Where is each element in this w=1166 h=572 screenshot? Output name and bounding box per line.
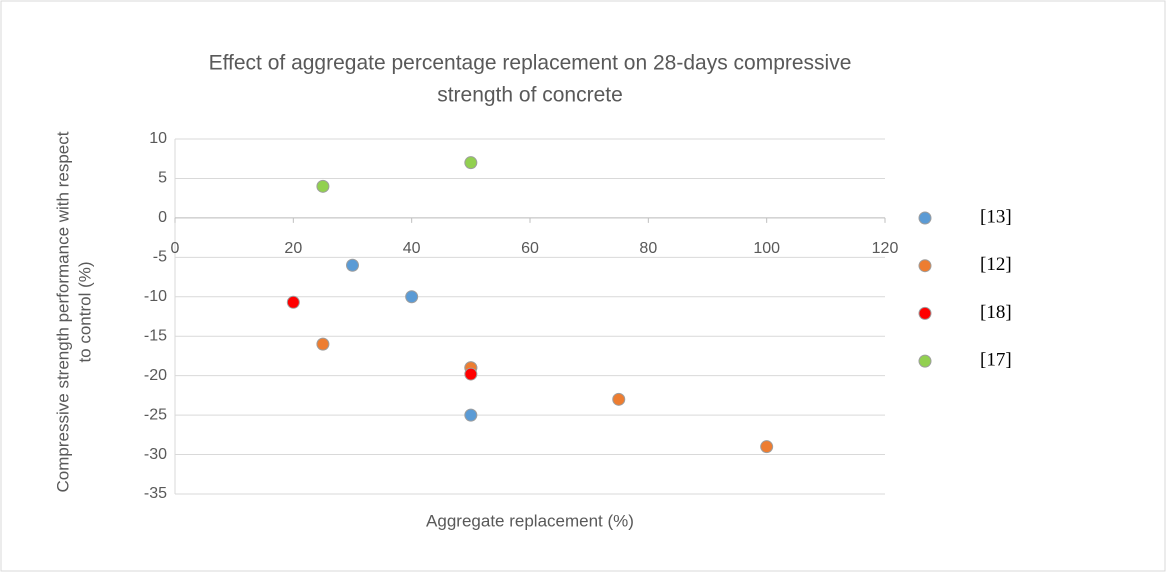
y-tick-label: -15 [144,327,167,344]
x-axis-title: Aggregate replacement (%) [426,511,634,530]
data-point [286,295,300,309]
data-point [464,156,478,170]
x-tick-label: 60 [521,240,539,257]
legend-marker [918,306,932,320]
legend-label: [13] [980,206,1012,227]
y-tick-label: -5 [153,249,167,266]
data-point [464,408,478,422]
x-tick-label: 120 [872,240,899,257]
data-point [760,440,774,454]
y-axis-title-line: Compressive strength performance with re… [53,131,72,492]
y-tick-label: -20 [144,367,167,384]
x-tick-label: 20 [284,240,302,257]
legend-label: [17] [980,349,1012,370]
data-point [612,392,626,406]
y-tick-label: 5 [158,170,167,187]
y-tick-label: -25 [144,406,167,423]
data-point [316,179,330,193]
y-tick-label: 10 [149,130,167,147]
legend-marker [918,259,932,273]
x-tick-label: 80 [639,240,657,257]
x-tick-label: 0 [171,240,180,257]
y-tick-label: -30 [144,446,167,463]
legend-label: [12] [980,254,1012,275]
data-point [464,367,478,381]
x-tick-label: 100 [753,240,780,257]
chart-title: strength of concrete [437,84,623,107]
y-tick-label: -10 [144,288,167,305]
x-tick-label: 40 [403,240,421,257]
chart-title: Effect of aggregate percentage replaceme… [209,52,852,75]
legend-marker [918,211,932,225]
data-point [316,337,330,351]
y-tick-label: 0 [158,209,167,226]
y-axis-title-line: to control (%) [75,261,94,362]
data-point [346,258,359,272]
legend-marker [918,354,932,368]
data-point [405,290,419,304]
legend-label: [18] [980,302,1012,323]
y-tick-label: -35 [144,485,167,502]
y-axis-title: Compressive strength performance with re… [53,131,94,492]
